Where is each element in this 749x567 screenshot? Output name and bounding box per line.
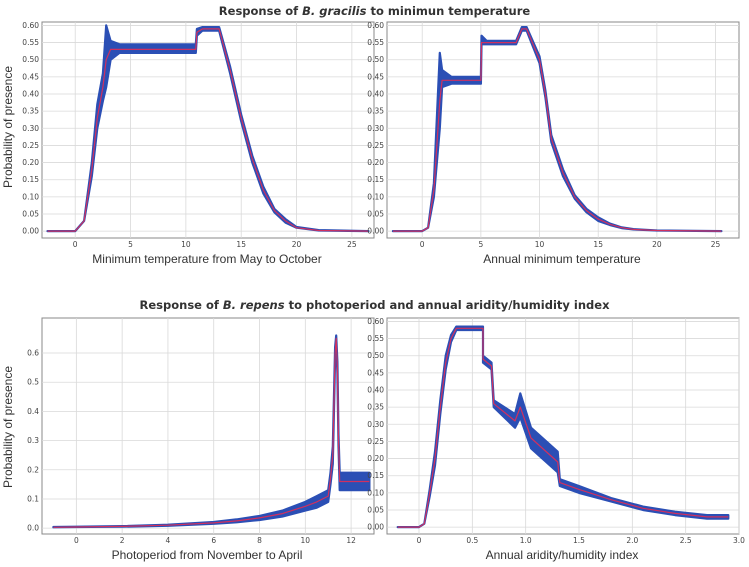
p4-y-tick-label: 0.30 <box>367 420 384 429</box>
p4-y-tick-label: 0.45 <box>367 368 384 377</box>
p1-y-tick-label: 0.60 <box>22 21 39 30</box>
p4-y-tick-label: 0.20 <box>367 454 384 463</box>
p4-y-tick-label: 0.00 <box>367 523 384 532</box>
p2-y-tick-label: 0.25 <box>367 141 384 150</box>
p1-y-tick-label: 0.40 <box>22 90 39 99</box>
p1-y-tick-label: 0.30 <box>22 124 39 133</box>
p1-xlabel: Minimum temperature from May to October <box>92 252 322 266</box>
p1-x-tick-label: 0 <box>73 240 78 249</box>
p1-y-tick-label: 0.15 <box>22 175 39 184</box>
p2-x-tick-label: 15 <box>593 240 603 249</box>
p2-plot-frame <box>386 21 740 239</box>
p4-y-tick-label: 0.40 <box>367 386 384 395</box>
p1-y-tick-label: 0.45 <box>22 72 39 81</box>
p2-response-line <box>392 28 722 232</box>
p1-y-tick-label: 0.10 <box>22 192 39 201</box>
p2-y-tick-label: 0.40 <box>367 90 384 99</box>
p3-y-tick-label: 0.3 <box>27 436 39 445</box>
p3-x-tick-label: 0 <box>74 536 79 545</box>
p4-y-tick-label: 0.15 <box>367 471 384 480</box>
p2-x-tick-label: 25 <box>711 240 721 249</box>
p2-y-tick-label: 0.05 <box>367 210 384 219</box>
p3-x-tick-label: 4 <box>166 536 171 545</box>
p2-y-tick-label: 0.60 <box>367 21 384 30</box>
p4-y-tick-label: 0.10 <box>367 488 384 497</box>
top-title-species: B. gracilis <box>302 4 367 18</box>
p1-plot-frame <box>41 21 375 239</box>
p3-y-tick-label: 0.1 <box>27 494 39 503</box>
p1-response-line <box>47 28 369 232</box>
p3-response-line <box>53 337 370 528</box>
top-title-suffix: to minimun temperature <box>366 4 531 18</box>
p4-y-tick-label: 0.05 <box>367 506 384 515</box>
p4-x-tick-label: 2.5 <box>680 536 692 545</box>
p4-y-tick-label: 0.35 <box>367 403 384 412</box>
p2-y-tick-label: 0.55 <box>367 38 384 47</box>
p2-y-tick-label: 0.10 <box>367 192 384 201</box>
p3-x-tick-label: 8 <box>257 536 262 545</box>
p4-x-tick-label: 1.5 <box>573 536 585 545</box>
bottom-title-prefix: Response of <box>139 298 223 312</box>
p3-y-tick-label: 0.5 <box>27 378 39 387</box>
p1-y-tick-label: 0.35 <box>22 107 39 116</box>
bottom-section-title: Response of B. repens to photoperiod and… <box>0 298 749 312</box>
p3-y-tick-label: 0.4 <box>27 407 39 416</box>
p4-y-tick-label: 0.25 <box>367 437 384 446</box>
bottom-title-species: B. repens <box>222 298 285 312</box>
p4-xlabel: Annual aridity/humidity index <box>485 548 639 562</box>
p2-y-tick-label: 0.30 <box>367 124 384 133</box>
p3-x-tick-label: 10 <box>301 536 311 545</box>
p1-x-tick-label: 10 <box>181 240 191 249</box>
p2-y-tick-label: 0.20 <box>367 158 384 167</box>
top-section-title: Response of B. gracilis to minimun tempe… <box>0 4 749 18</box>
p1-x-tick-label: 15 <box>236 240 246 249</box>
p4-y-tick-label: 0.50 <box>367 351 384 360</box>
p4-x-tick-label: 3.0 <box>733 536 745 545</box>
p1-x-tick-label: 25 <box>347 240 357 249</box>
p3-confidence-band <box>52 334 371 529</box>
p4-x-tick-label: 0 <box>417 536 422 545</box>
p4-x-tick-label: 2.0 <box>626 536 638 545</box>
p1-y-tick-label: 0.05 <box>22 210 39 219</box>
bottom-title-suffix: to photoperiod and annual aridity/humidi… <box>284 298 610 312</box>
p2-x-tick-label: 10 <box>535 240 545 249</box>
p1-y-tick-label: 0.25 <box>22 141 39 150</box>
p1-y-tick-label: 0.50 <box>22 55 39 64</box>
p2-y-tick-label: 0.00 <box>367 227 384 236</box>
p1-y-tick-label: 0.20 <box>22 158 39 167</box>
p1-x-tick-label: 20 <box>292 240 302 249</box>
p1-y-tick-label: 0.55 <box>22 38 39 47</box>
top-title-prefix: Response of <box>218 4 303 18</box>
p3-xlabel: Photoperiod from November to April <box>111 548 303 562</box>
p2-y-tick-label: 0.35 <box>367 107 384 116</box>
p3-x-tick-label: 12 <box>346 536 356 545</box>
p3-x-tick-label: 2 <box>120 536 125 545</box>
p2-y-tick-label: 0.50 <box>367 55 384 64</box>
p3-x-tick-label: 6 <box>211 536 216 545</box>
p4-x-tick-label: 1.0 <box>520 536 532 545</box>
p4-response-line <box>397 327 729 528</box>
p2-y-tick-label: 0.45 <box>367 72 384 81</box>
p1-y-tick-label: 0.00 <box>22 227 39 236</box>
p4-x-tick-label: 0.5 <box>466 536 478 545</box>
p3-y-tick-label: 0.6 <box>27 349 39 358</box>
p2-x-tick-label: 0 <box>420 240 425 249</box>
p2-xlabel: Annual minimum temperature <box>483 252 641 266</box>
p2-x-tick-label: 5 <box>478 240 483 249</box>
p4-y-tick-label: 0.55 <box>367 334 384 343</box>
p3-y-tick-label: 0.2 <box>27 465 39 474</box>
p4-y-tick-label: 0.60 <box>367 317 384 326</box>
p3-y-tick-label: 0.0 <box>27 524 39 533</box>
p2-y-tick-label: 0.15 <box>367 175 384 184</box>
p1-x-tick-label: 5 <box>128 240 133 249</box>
p2-x-tick-label: 20 <box>652 240 662 249</box>
